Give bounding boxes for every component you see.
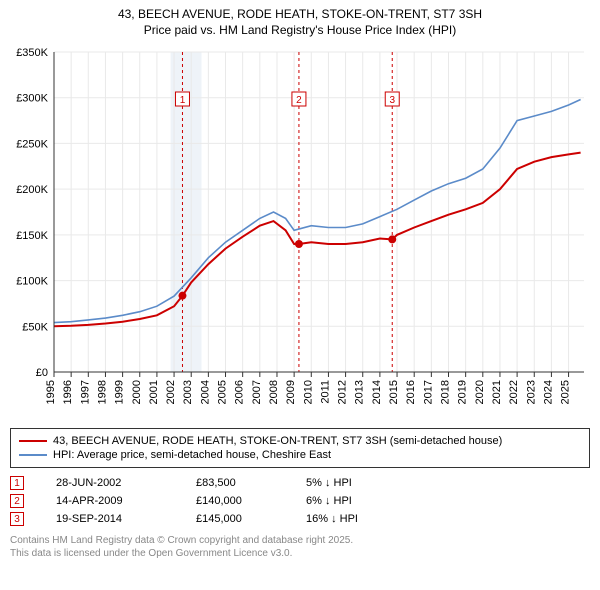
svg-text:2012: 2012 <box>337 380 349 404</box>
footer-line-2: This data is licensed under the Open Gov… <box>10 547 590 560</box>
sales-table: 1 28-JUN-2002 £83,500 5% ↓ HPI 2 14-APR-… <box>10 476 590 526</box>
legend-row-1: 43, BEECH AVENUE, RODE HEATH, STOKE-ON-T… <box>19 435 581 447</box>
sale-price-2: £140,000 <box>196 495 306 507</box>
sale-price-3: £145,000 <box>196 513 306 525</box>
svg-text:2006: 2006 <box>234 380 246 404</box>
svg-text:2000: 2000 <box>131 380 143 404</box>
sale-marker-2: 2 <box>10 494 24 508</box>
svg-text:3: 3 <box>389 95 395 106</box>
footer-line-1: Contains HM Land Registry data © Crown c… <box>10 534 590 547</box>
svg-text:2015: 2015 <box>388 380 400 404</box>
svg-text:2: 2 <box>296 95 302 106</box>
svg-text:1997: 1997 <box>79 380 91 404</box>
svg-text:2016: 2016 <box>405 380 417 404</box>
legend-swatch-1 <box>19 440 47 442</box>
svg-text:2019: 2019 <box>457 380 469 404</box>
svg-text:£100K: £100K <box>16 276 48 288</box>
svg-text:£200K: £200K <box>16 185 48 197</box>
svg-text:2008: 2008 <box>268 380 280 404</box>
sale-date-3: 19-SEP-2014 <box>56 513 196 525</box>
svg-text:2002: 2002 <box>165 380 177 404</box>
svg-text:2003: 2003 <box>182 380 194 404</box>
legend-label-2: HPI: Average price, semi-detached house,… <box>53 449 331 461</box>
svg-text:2001: 2001 <box>148 380 160 404</box>
sale-hpi-2: 6% ↓ HPI <box>306 495 416 507</box>
svg-text:2004: 2004 <box>199 380 211 404</box>
svg-text:2011: 2011 <box>319 380 331 404</box>
svg-text:2010: 2010 <box>302 380 314 404</box>
chart-container: 43, BEECH AVENUE, RODE HEATH, STOKE-ON-T… <box>0 0 600 568</box>
legend-box: 43, BEECH AVENUE, RODE HEATH, STOKE-ON-T… <box>10 428 590 468</box>
sale-row-3: 3 19-SEP-2014 £145,000 16% ↓ HPI <box>10 512 590 526</box>
svg-text:2007: 2007 <box>251 380 263 404</box>
svg-text:1998: 1998 <box>96 380 108 404</box>
svg-text:2025: 2025 <box>560 380 572 404</box>
title-line-1: 43, BEECH AVENUE, RODE HEATH, STOKE-ON-T… <box>10 6 590 22</box>
chart-plot: £0 £50K £100K £150K £200K £250K £300K £350K 1995… <box>10 42 590 422</box>
svg-text:2013: 2013 <box>354 380 366 404</box>
svg-text:2009: 2009 <box>285 380 297 404</box>
chart-title: 43, BEECH AVENUE, RODE HEATH, STOKE-ON-T… <box>10 6 590 38</box>
svg-text:1996: 1996 <box>62 380 74 404</box>
svg-text:£150K: £150K <box>16 230 48 242</box>
svg-text:2022: 2022 <box>508 380 520 404</box>
sale-marker-3: 3 <box>10 512 24 526</box>
legend-label-1: 43, BEECH AVENUE, RODE HEATH, STOKE-ON-T… <box>53 435 502 447</box>
svg-text:£350K: £350K <box>16 47 48 59</box>
svg-text:2024: 2024 <box>542 380 554 404</box>
svg-text:2014: 2014 <box>371 380 383 404</box>
sale-row-1: 1 28-JUN-2002 £83,500 5% ↓ HPI <box>10 476 590 490</box>
title-line-2: Price paid vs. HM Land Registry's House … <box>10 22 590 38</box>
svg-text:1999: 1999 <box>114 380 126 404</box>
sale-marker-1: 1 <box>10 476 24 490</box>
svg-text:£50K: £50K <box>22 322 48 334</box>
svg-text:1: 1 <box>180 95 186 106</box>
svg-text:£0: £0 <box>36 367 48 379</box>
legend-swatch-2 <box>19 454 47 456</box>
svg-text:2017: 2017 <box>422 380 434 404</box>
sale-date-2: 14-APR-2009 <box>56 495 196 507</box>
svg-text:£250K: £250K <box>16 139 48 151</box>
chart-svg: £0 £50K £100K £150K £200K £250K £300K £350K 1995… <box>10 42 590 422</box>
svg-text:2023: 2023 <box>525 380 537 404</box>
svg-text:2020: 2020 <box>474 380 486 404</box>
sale-hpi-1: 5% ↓ HPI <box>306 477 416 489</box>
svg-text:2018: 2018 <box>439 380 451 404</box>
svg-text:2005: 2005 <box>217 380 229 404</box>
svg-text:1995: 1995 <box>45 380 57 404</box>
legend-row-2: HPI: Average price, semi-detached house,… <box>19 449 581 461</box>
sale-row-2: 2 14-APR-2009 £140,000 6% ↓ HPI <box>10 494 590 508</box>
attribution-footer: Contains HM Land Registry data © Crown c… <box>10 534 590 560</box>
sale-hpi-3: 16% ↓ HPI <box>306 513 416 525</box>
svg-text:2021: 2021 <box>491 380 503 404</box>
sale-price-1: £83,500 <box>196 477 306 489</box>
svg-text:£300K: £300K <box>16 93 48 105</box>
sale-date-1: 28-JUN-2002 <box>56 477 196 489</box>
